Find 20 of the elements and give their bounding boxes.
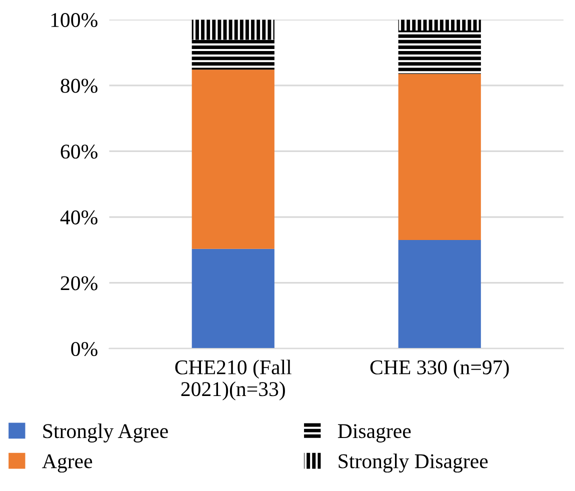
bar bbox=[398, 74, 481, 240]
y-tick-label: 80% bbox=[60, 78, 98, 93]
bar bbox=[398, 20, 481, 30]
bar bbox=[192, 248, 274, 349]
x-tick-label: CHE210 (Fall 2021)(n=33) bbox=[175, 360, 292, 400]
legend-label: Strongly Disagree bbox=[338, 454, 488, 473]
bar bbox=[192, 70, 274, 249]
bar bbox=[192, 20, 274, 40]
y-tick-label: 100% bbox=[51, 13, 98, 28]
y-tick-label: 40% bbox=[60, 210, 98, 225]
bar bbox=[192, 40, 274, 70]
bar bbox=[398, 30, 481, 74]
legend-label: Strongly Agree bbox=[43, 423, 168, 442]
y-tick-label: 0% bbox=[71, 342, 98, 356]
legend-label: Agree bbox=[42, 454, 92, 473]
bar bbox=[398, 240, 481, 349]
legend-label: Disagree bbox=[338, 424, 411, 442]
y-tick-label: 60% bbox=[60, 144, 98, 159]
x-tick-label: CHE 330 (n=97) bbox=[370, 360, 509, 379]
y-tick-label: 20% bbox=[60, 276, 98, 290]
